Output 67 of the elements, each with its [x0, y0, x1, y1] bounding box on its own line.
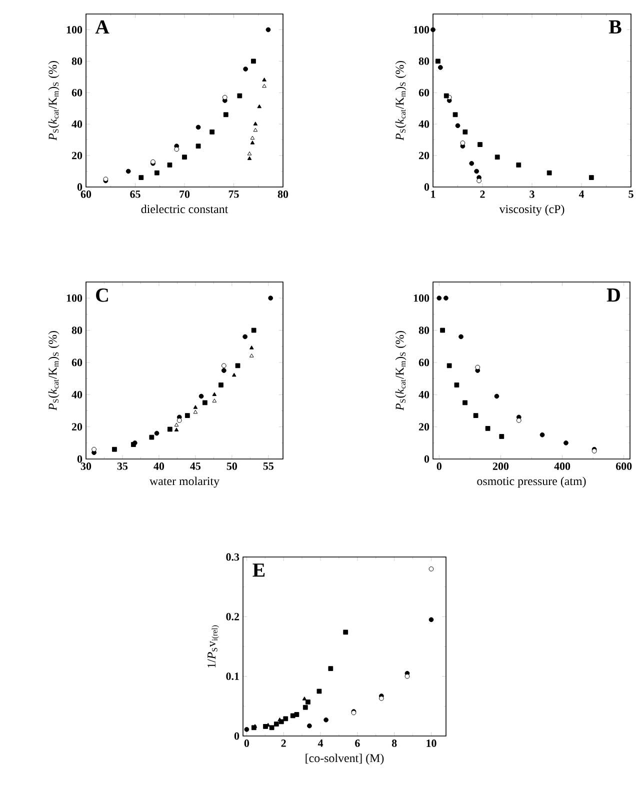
y-tick-label: 0 [77, 183, 82, 191]
y-tick-label: 0 [424, 455, 430, 463]
y-tick-label: 0 [424, 183, 430, 191]
y-tick-label: 80 [418, 57, 430, 65]
x-tick-label: 65 [130, 190, 140, 198]
x-tick-label: 50 [226, 462, 237, 470]
annotation: B [608, 20, 622, 34]
x-tick-label: 4 [318, 740, 324, 747]
y-tick-label: 100 [66, 26, 82, 34]
y-tick-label: 40 [418, 390, 430, 398]
text: P$_{S}$(k$_{cat}$/K$_{m}$)$_{S}$ (%) [395, 331, 406, 411]
x-tick-label: 0 [244, 740, 250, 747]
text: P$_{S}$(k$_{cat}$/K$_{m}$)$_{S}$ (%) [48, 331, 60, 411]
y-tick-label: 40 [72, 120, 82, 128]
y-tick-label: 0.1 [226, 672, 239, 680]
annotation: A [95, 20, 110, 34]
x-tick-label: 4 [578, 190, 584, 198]
x-tick-label: 2 [281, 740, 286, 747]
x-tick-label: 35 [117, 462, 128, 470]
y-tick-label: 60 [72, 358, 82, 366]
x-tick-label: 30 [80, 462, 92, 470]
x-tick-label: 1 [431, 190, 436, 198]
text: P$_{S}$(k$_{cat}$/K$_{m}$)$_{S}$ (%) [48, 61, 60, 141]
y-tick-label: 0 [77, 455, 82, 463]
text: P$_{S}$(k$_{cat}$/K$_{m}$)$_{S}$ (%) [395, 61, 406, 141]
x-tick-label: 40 [154, 462, 164, 470]
x-axis-title: [co-solvent] (M) [306, 754, 384, 765]
y-tick-label: 60 [418, 358, 430, 366]
x-axis-title: osmotic pressure (atm) [477, 476, 586, 488]
y-tick-label: 100 [414, 294, 430, 302]
x-tick-label: 45 [190, 462, 201, 470]
y-tick-label: 20 [418, 423, 430, 431]
y-tick-label: 0.2 [226, 612, 240, 620]
x-axis-title: water molarity [149, 476, 220, 488]
y-tick-label: 60 [418, 88, 430, 96]
x-tick-label: 6 [355, 740, 360, 747]
x-tick-label: 70 [180, 190, 190, 198]
y-tick-label: 80 [418, 326, 430, 334]
x-axis-title: dielectric constant [141, 204, 228, 214]
y-tick-label: 40 [72, 390, 82, 398]
y-tick-label: 0.3 [226, 553, 240, 561]
y-tick-label: 20 [72, 152, 82, 160]
x-tick-label: 10 [426, 740, 436, 747]
x-tick-label: 80 [278, 190, 288, 198]
x-axis-title: viscosity (cP) [499, 204, 564, 216]
x-tick-label: 55 [263, 462, 274, 470]
x-tick-label: 200 [492, 462, 509, 470]
x-tick-label: 400 [554, 462, 570, 470]
x-tick-label: 75 [228, 190, 239, 198]
x-tick-label: 5 [628, 190, 634, 198]
y-tick-label: 80 [72, 57, 82, 65]
x-tick-label: 600 [616, 462, 632, 470]
y-tick-label: 100 [414, 26, 430, 34]
y-tick-label: 20 [418, 152, 430, 160]
annotation: D [606, 288, 620, 302]
x-tick-label: 8 [392, 740, 397, 747]
y-tick-label: 20 [72, 423, 82, 431]
x-tick-label: 3 [530, 190, 534, 198]
annotation: E [252, 564, 265, 577]
x-tick-label: 2 [480, 190, 485, 198]
y-tick-label: 60 [72, 88, 82, 96]
y-tick-label: 0 [234, 732, 240, 740]
y-tick-label: 100 [66, 294, 82, 302]
x-tick-label: 0 [436, 462, 442, 470]
y-tick-label: 80 [72, 326, 82, 334]
annotation: C [96, 288, 108, 302]
y-tick-label: 40 [418, 120, 430, 128]
